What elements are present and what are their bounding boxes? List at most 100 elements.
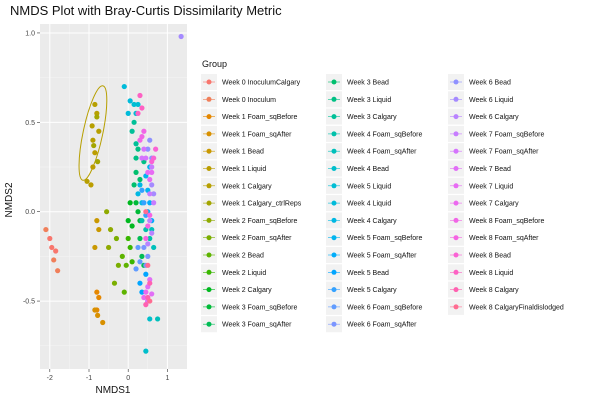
data-point [139,289,145,295]
legend-item: Week 4 Bead [326,160,389,177]
data-point [143,348,149,354]
data-point [147,277,153,283]
data-point [141,244,147,251]
data-point [121,289,127,295]
legend-item: Week 8 Calgary [448,281,519,298]
legend: Group Week 0 InoculumCalgary Week 0 Inocu… [201,59,564,333]
data-point [89,123,95,129]
data-point [149,226,155,233]
data-point [94,114,100,120]
data-point [155,316,161,322]
legend-marker [453,148,459,154]
data-point [141,294,147,301]
data-point [107,226,114,233]
legend-label: Week 2 Calgary [222,287,272,294]
data-point [127,98,133,104]
legend-label: Week 8 Liquid [469,270,513,277]
data-point [133,155,139,161]
legend-label: Week 1 Foam_sqAfter [222,131,292,138]
legend-item: Week 2 Foam_sqAfter [201,229,292,246]
legend-item: Week 2 Foam_sqBefore [201,212,297,229]
legend-label: Week 2 Bead [222,253,264,260]
legend-label: Week 1 Calgary [222,183,272,190]
data-point [135,101,141,108]
data-point [143,289,149,295]
data-point [149,291,155,297]
data-point [115,262,121,268]
data-point [96,226,102,233]
legend-label: Week 2 Liquid [222,270,266,277]
legend-marker [206,235,212,241]
legend-label: Week 5 Bead [347,270,389,277]
legend-label: Week 5 Foam_sqBefore [347,235,422,242]
legend-label: Week 3 Bead [347,80,389,87]
data-point [141,146,147,152]
legend-item: Week 4 Calgary [326,212,397,229]
data-point [92,101,98,108]
y-tick-label: 1.0 [25,30,35,37]
data-point [119,253,125,259]
legend-marker [453,287,459,293]
legend-item: Week 2 Liquid [201,264,266,281]
data-point [96,128,102,134]
data-point [149,169,155,175]
data-point [94,218,100,224]
data-point [53,248,59,254]
data-point [106,244,112,251]
legend-item: Week 3 Foam_sqAfter [201,316,292,333]
data-point [90,164,96,170]
legend-label: Week 4 Foam_sqBefore [347,131,422,138]
axes: -2 -1 0 1 -0.5 0.0 0.5 1.0 [23,30,170,382]
data-point [143,235,149,242]
legend-marker [453,252,459,258]
legend-item: Week 8 CalgaryFinaldislodged [448,298,564,315]
legend-label: Week 0 InoculumCalgary [222,80,301,87]
data-point [94,289,100,295]
data-point [139,187,145,193]
legend-item: Week 3 Foam_sqBefore [201,298,297,315]
legend-title: Group [202,59,227,69]
data-point [141,128,147,134]
data-point [43,226,49,233]
legend-marker [331,131,337,137]
legend-label: Week 8 Foam_sqBefore [469,218,544,225]
legend-marker [206,131,212,137]
legend-label: Week 3 Foam_sqBefore [222,304,297,311]
chart-title: NMDS Plot with Bray-Curtis Dissimilarity… [10,3,282,18]
data-point [94,110,100,116]
legend-marker [206,96,212,102]
legend-item: Week 5 Foam_sqBefore [326,229,422,246]
y-tick-label: -0.5 [23,299,35,306]
data-point [143,271,149,277]
legend-item: Week 4 Foam_sqBefore [326,125,422,142]
data-point [47,235,53,242]
legend-marker [453,235,459,241]
legend-marker [453,79,459,85]
legend-marker [453,269,459,275]
data-point [125,110,131,116]
data-point [125,235,131,242]
legend-label: Week 1 Calgary_ctrlReps [222,201,302,208]
legend-marker [453,114,459,120]
legend-label: Week 6 Foam_sqAfter [347,322,417,329]
data-point [151,244,157,251]
legend-marker [453,304,459,310]
legend-label: Week 7 Liquid [469,183,513,190]
data-point [147,235,153,242]
data-point [121,83,127,90]
legend-item: Week 6 Liquid [448,91,513,108]
data-point [95,159,101,165]
legend-label: Week 7 Bead [469,166,511,173]
legend-item: Week 7 Foam_sqAfter [448,143,539,160]
data-point [143,212,149,218]
legend-item: Week 7 Bead [448,160,511,177]
legend-marker [331,252,337,258]
legend-item: Week 2 Bead [201,247,264,263]
data-point [139,155,145,161]
x-tick-label: -1 [86,375,92,382]
legend-item: Week 0 Inoculum [201,91,276,108]
legend-label: Week 7 Foam_sqAfter [469,149,539,156]
data-point [131,101,137,108]
data-point [137,259,143,265]
legend-label: Week 4 Foam_sqAfter [347,149,417,156]
